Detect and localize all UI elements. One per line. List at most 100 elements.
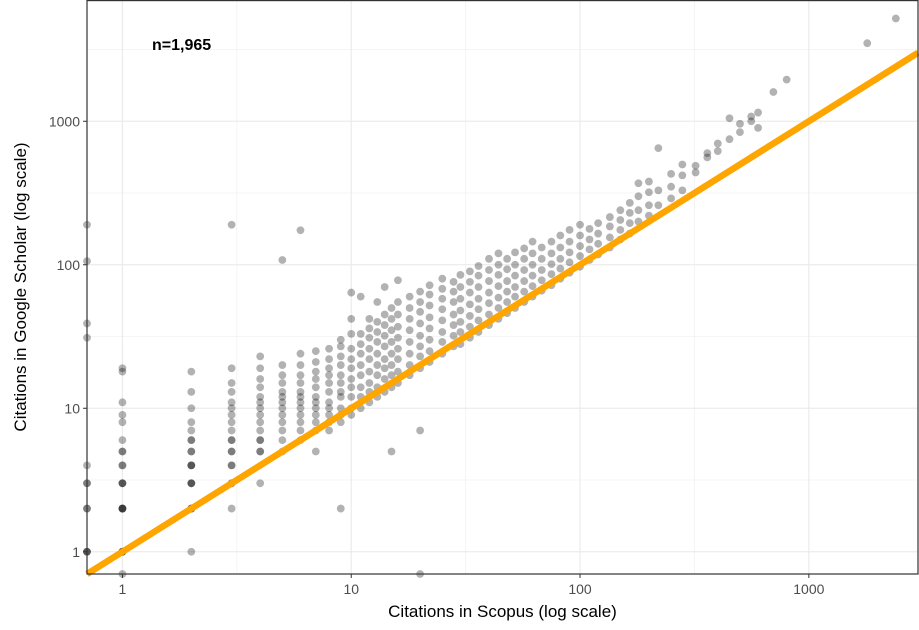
data-point [365,314,374,323]
data-point [576,220,584,229]
data-point [278,404,287,413]
data-point [311,398,320,407]
data-point [465,300,474,309]
data-point [118,461,127,470]
data-point [725,114,734,123]
data-point [256,479,265,488]
data-point [678,186,687,195]
data-point [278,379,287,387]
reference-line-y-equals-x [85,50,919,577]
data-point [118,367,127,376]
data-point [511,248,519,257]
data-point [605,213,614,221]
data-point [187,388,196,396]
data-point [227,404,236,413]
data-point [547,237,556,246]
data-point [118,447,127,456]
data-point [325,371,333,380]
data-point [585,235,594,244]
data-point [256,398,265,407]
data-point [485,277,493,285]
data-point [380,331,389,340]
data-point [380,364,389,373]
data-point [449,321,458,329]
data-point [365,367,374,376]
data-point [520,287,529,296]
data-point [256,375,265,383]
data-point [336,371,345,380]
data-point [754,108,762,117]
y-axis-ticks: 1 10 100 1000 [49,113,87,560]
x-axis-ticks: 1 10 100 1000 [119,574,825,597]
data-point [387,338,396,346]
data-point [325,344,333,353]
data-point [311,347,320,356]
data-point [394,367,402,376]
data-point [347,288,356,297]
data-point [594,229,603,238]
data-point [118,461,127,470]
data-point [347,314,356,323]
data-point [227,388,236,396]
data-point [485,288,493,297]
data-point [325,379,333,387]
data-point [667,169,675,178]
data-point [296,226,305,235]
data-point [296,371,305,380]
data-point [311,358,320,366]
data-point [311,410,320,419]
data-point [520,244,529,253]
data-point [325,355,333,364]
data-point [187,426,196,435]
data-point [605,233,614,242]
data-point [405,349,414,358]
data-point [296,361,305,369]
data-point [503,265,512,274]
data-point [347,375,356,383]
data-point [365,333,374,342]
data-point [380,321,389,329]
data-point [465,322,474,331]
data-point [449,310,458,319]
data-point [394,344,402,353]
data-point [585,245,594,254]
data-point [485,299,493,308]
grid-lines [87,0,918,574]
data-point [485,310,493,319]
data-point [336,379,345,387]
data-point [494,282,503,291]
data-point [256,352,265,361]
data-point [616,206,625,215]
data-point [296,410,305,419]
data-point [336,388,345,396]
data-point [187,418,196,427]
data-point [118,479,127,488]
data-point [187,404,196,413]
data-point [634,206,643,215]
data-point [438,274,447,283]
data-point [380,310,389,319]
data-point [347,383,356,392]
data-point [336,342,345,351]
data-point [380,355,389,364]
data-point [556,264,565,273]
data-point [747,112,756,121]
data-point [311,447,320,456]
data-point [394,310,402,319]
data-point [227,426,236,435]
data-point [227,447,236,456]
x-axis-title: Citations in Scopus (log scale) [388,602,617,621]
data-point [456,306,465,315]
data-point [278,388,287,396]
data-point [278,410,287,419]
data-point [118,436,127,445]
plot-panel-border [86,0,919,575]
data-point [278,256,287,264]
data-point [336,418,345,427]
data-point [118,504,127,513]
data-point [187,447,196,456]
data-point [485,266,493,274]
data-point [256,436,265,445]
data-point [503,287,512,296]
data-point [625,198,634,207]
